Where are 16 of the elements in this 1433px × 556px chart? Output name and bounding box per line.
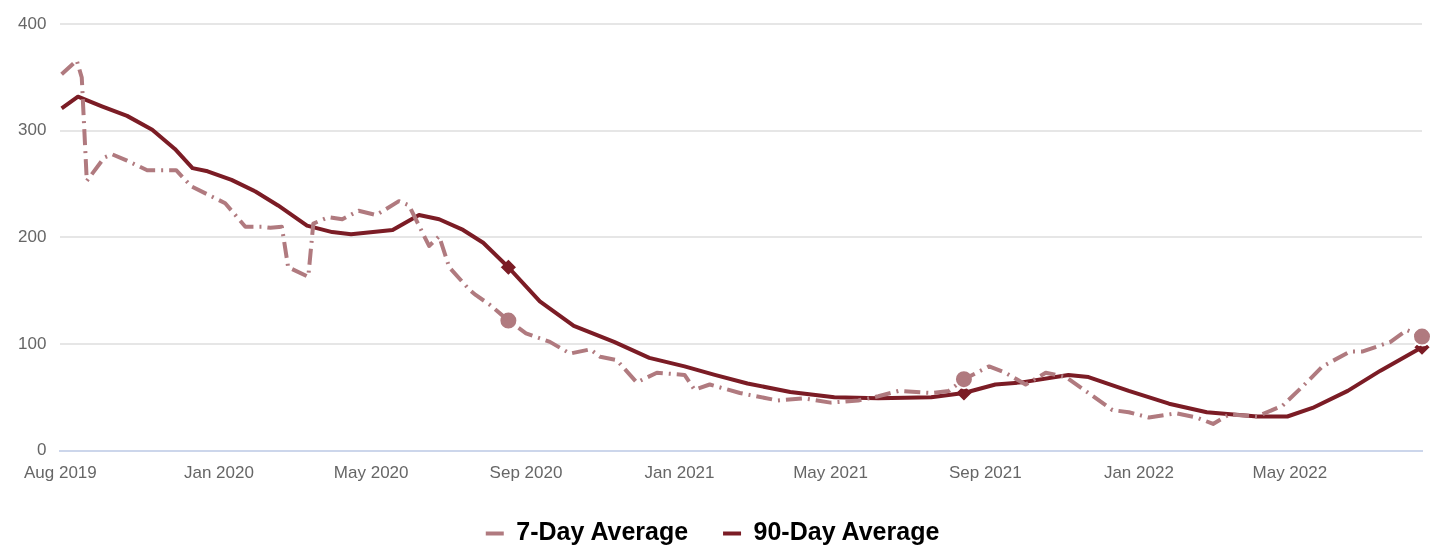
x-tick-label: Sep 2021 <box>948 463 1022 483</box>
x-tick-label: Jan 2021 <box>644 463 715 483</box>
x-tick-label: May 2021 <box>793 463 868 483</box>
y-tick-label: 200 <box>17 227 47 247</box>
x-tick-label: Jan 2020 <box>183 463 254 483</box>
y-tick-label: 400 <box>17 13 47 33</box>
x-tick-label: Aug 2019 <box>23 463 97 483</box>
x-tick-label: May 2020 <box>333 463 409 483</box>
x-tick-label: Jan 2022 <box>1103 463 1174 483</box>
legend-label: 7-Day Average <box>516 517 689 546</box>
x-tick-label: May 2022 <box>1252 463 1328 483</box>
y-tick-label: 0 <box>36 440 47 460</box>
legend-label: 90-Day Average <box>753 517 940 546</box>
y-tick-label: 100 <box>17 333 47 353</box>
x-tick-label: Sep 2020 <box>489 463 563 483</box>
y-tick-label: 300 <box>17 120 47 140</box>
